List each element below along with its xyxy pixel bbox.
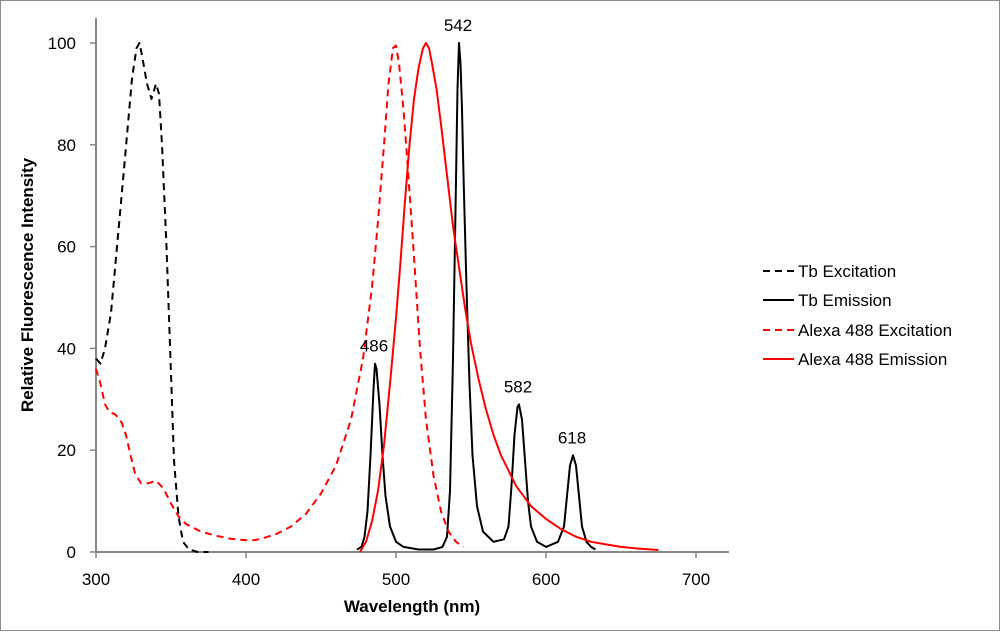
legend-label-alexa-488-excitation: Alexa 488 Excitation: [798, 321, 952, 340]
y-tick-label-80: 80: [57, 136, 76, 155]
series-layer: [95, 42, 659, 553]
y-tick-label-20: 20: [57, 441, 76, 460]
y-tick-label-40: 40: [57, 339, 76, 358]
y-ticks: 0 20 40 60 80 100: [48, 34, 96, 562]
peak-annotations: 486 542 582 618: [360, 16, 586, 447]
y-tick-label-0: 0: [67, 543, 76, 562]
series-alexa-488-excitation-line: [95, 44, 465, 548]
axes: [95, 18, 729, 553]
x-tick-label-300: 300: [82, 570, 110, 589]
x-tick-label-700: 700: [682, 570, 710, 589]
x-tick-label-600: 600: [532, 570, 560, 589]
y-axis-title: Relative Fluorescence Intensity: [18, 157, 37, 412]
legend-label-tb-emission: Tb Emission: [798, 291, 892, 310]
peak-label-582: 582: [504, 377, 532, 396]
peak-label-486: 486: [360, 337, 388, 356]
peak-label-618: 618: [558, 428, 586, 447]
series-tb-emission-line: [356, 42, 597, 551]
y-tick-label-100: 100: [48, 34, 76, 53]
legend: Tb Excitation Tb Emission Alexa 488 Exci…: [763, 262, 952, 369]
x-ticks: 300 400 500 600 700: [82, 552, 710, 589]
x-tick-label-400: 400: [232, 570, 260, 589]
y-tick-label-60: 60: [57, 238, 76, 257]
legend-label-alexa-488-emission: Alexa 488 Emission: [798, 350, 947, 369]
x-axis-title: Wavelength (nm): [344, 597, 480, 616]
series-tb-excitation-line: [95, 42, 209, 553]
series-alexa-488-emission-line: [359, 42, 659, 553]
peak-label-542: 542: [444, 16, 472, 35]
legend-label-tb-excitation: Tb Excitation: [798, 262, 896, 281]
x-tick-label-500: 500: [382, 570, 410, 589]
